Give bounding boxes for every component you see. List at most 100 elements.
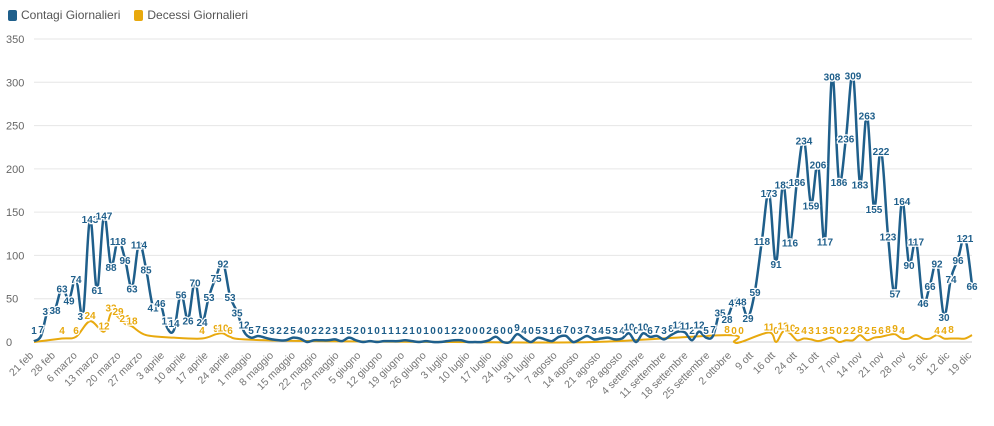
data-label: 9 bbox=[213, 324, 219, 335]
data-label: 96 bbox=[119, 256, 131, 267]
data-label: 4 bbox=[297, 326, 303, 337]
data-label: 70 bbox=[189, 278, 201, 289]
data-label: 18 bbox=[126, 316, 138, 327]
data-label: 2 bbox=[850, 326, 856, 337]
data-label: 3 bbox=[577, 326, 583, 337]
data-label: 1 bbox=[367, 326, 373, 337]
data-label: 21 bbox=[119, 314, 131, 325]
data-label: 41 bbox=[147, 304, 159, 315]
data-label: 0 bbox=[430, 326, 436, 337]
data-label: 12 bbox=[777, 322, 789, 333]
data-label: 2 bbox=[689, 326, 695, 337]
data-label: 4 bbox=[934, 326, 940, 337]
data-label: 14 bbox=[168, 319, 180, 330]
data-label: 121 bbox=[957, 234, 974, 245]
data-label: 11 bbox=[764, 322, 775, 333]
data-label: 63 bbox=[126, 284, 138, 295]
data-label: 5 bbox=[871, 326, 877, 337]
data-label: 90 bbox=[903, 261, 915, 272]
x-tick-label: 31 ott bbox=[794, 350, 821, 377]
data-label: 74 bbox=[945, 275, 957, 286]
data-label: 1 bbox=[381, 326, 387, 337]
data-label: 17 bbox=[161, 316, 173, 327]
data-label: 0 bbox=[570, 326, 576, 337]
data-label: 118 bbox=[754, 237, 771, 248]
data-label: 10 bbox=[217, 323, 229, 334]
data-label: 3 bbox=[612, 326, 618, 337]
data-label: 6 bbox=[493, 326, 499, 337]
data-label: 3 bbox=[822, 326, 828, 337]
data-label: 29 bbox=[112, 307, 124, 318]
data-label: 155 bbox=[866, 205, 883, 216]
data-label: 0 bbox=[437, 326, 443, 337]
data-label: 117 bbox=[817, 238, 834, 249]
y-tick-label: 100 bbox=[6, 250, 24, 262]
data-label: 2 bbox=[402, 326, 408, 337]
data-label: 7 bbox=[563, 325, 569, 336]
y-tick-label: 200 bbox=[6, 164, 24, 176]
data-label: 0 bbox=[500, 326, 506, 337]
data-label: 2 bbox=[458, 326, 464, 337]
y-tick-label: 0 bbox=[6, 337, 12, 349]
data-label: 10 bbox=[784, 323, 796, 334]
data-label: 2 bbox=[325, 326, 331, 337]
data-label: 9 bbox=[892, 324, 898, 335]
data-label: 5 bbox=[605, 326, 611, 337]
data-label: 5 bbox=[829, 326, 835, 337]
data-label: 143 bbox=[82, 215, 99, 226]
data-label: 0 bbox=[304, 326, 310, 337]
data-label: 308 bbox=[824, 72, 841, 83]
data-label: 31 bbox=[77, 312, 89, 323]
data-label: 2 bbox=[794, 326, 800, 337]
data-label: 1 bbox=[444, 326, 450, 337]
data-label: 96 bbox=[952, 256, 964, 267]
data-label: 4 bbox=[59, 326, 65, 337]
data-label: 123 bbox=[880, 233, 897, 244]
data-label: 88 bbox=[105, 263, 117, 274]
data-label: 183 bbox=[852, 181, 869, 192]
data-label: 10 bbox=[623, 322, 635, 333]
legend-item-contagi[interactable]: Contagi Giornalieri bbox=[8, 8, 120, 22]
data-label: 59 bbox=[749, 288, 761, 299]
data-label: 46 bbox=[917, 299, 929, 310]
data-label: 1 bbox=[409, 326, 415, 337]
data-label: 4 bbox=[199, 326, 205, 337]
data-label: 309 bbox=[845, 71, 862, 82]
data-label: 74 bbox=[70, 275, 82, 286]
data-label: 6 bbox=[878, 326, 884, 337]
data-label: 12 bbox=[238, 321, 250, 332]
x-tick-label: 12 dic bbox=[924, 350, 952, 378]
data-label: 2 bbox=[283, 326, 289, 337]
data-label: 6 bbox=[647, 326, 653, 337]
data-label: 116 bbox=[782, 239, 799, 250]
data-label: 3 bbox=[591, 326, 597, 337]
data-label: 114 bbox=[131, 240, 148, 251]
data-label: 5 bbox=[262, 326, 268, 337]
data-label: 186 bbox=[789, 178, 806, 189]
data-label: 4 bbox=[598, 326, 604, 337]
data-label: 92 bbox=[217, 259, 229, 270]
data-label: 1 bbox=[388, 326, 394, 337]
x-tick-label: 24 ott bbox=[773, 350, 800, 377]
y-tick-label: 250 bbox=[6, 121, 24, 133]
data-label: 91 bbox=[770, 260, 782, 271]
data-label: 0 bbox=[836, 326, 842, 337]
data-label: 206 bbox=[810, 161, 827, 172]
data-label: 6 bbox=[227, 326, 233, 337]
data-label: 66 bbox=[924, 282, 936, 293]
data-label: 7 bbox=[654, 325, 660, 336]
data-label: 38 bbox=[49, 306, 61, 317]
data-label: 173 bbox=[761, 189, 778, 200]
data-label: 6 bbox=[73, 326, 79, 337]
data-label: 0 bbox=[360, 326, 366, 337]
data-label: 7 bbox=[255, 325, 261, 336]
data-label: 5 bbox=[703, 326, 709, 337]
data-label: 3 bbox=[808, 326, 814, 337]
data-label: 3 bbox=[332, 326, 338, 337]
data-label: 5 bbox=[535, 326, 541, 337]
y-tick-label: 150 bbox=[6, 207, 24, 219]
data-label: 1 bbox=[339, 326, 345, 337]
legend-item-decessi[interactable]: Decessi Giornalieri bbox=[134, 8, 248, 22]
